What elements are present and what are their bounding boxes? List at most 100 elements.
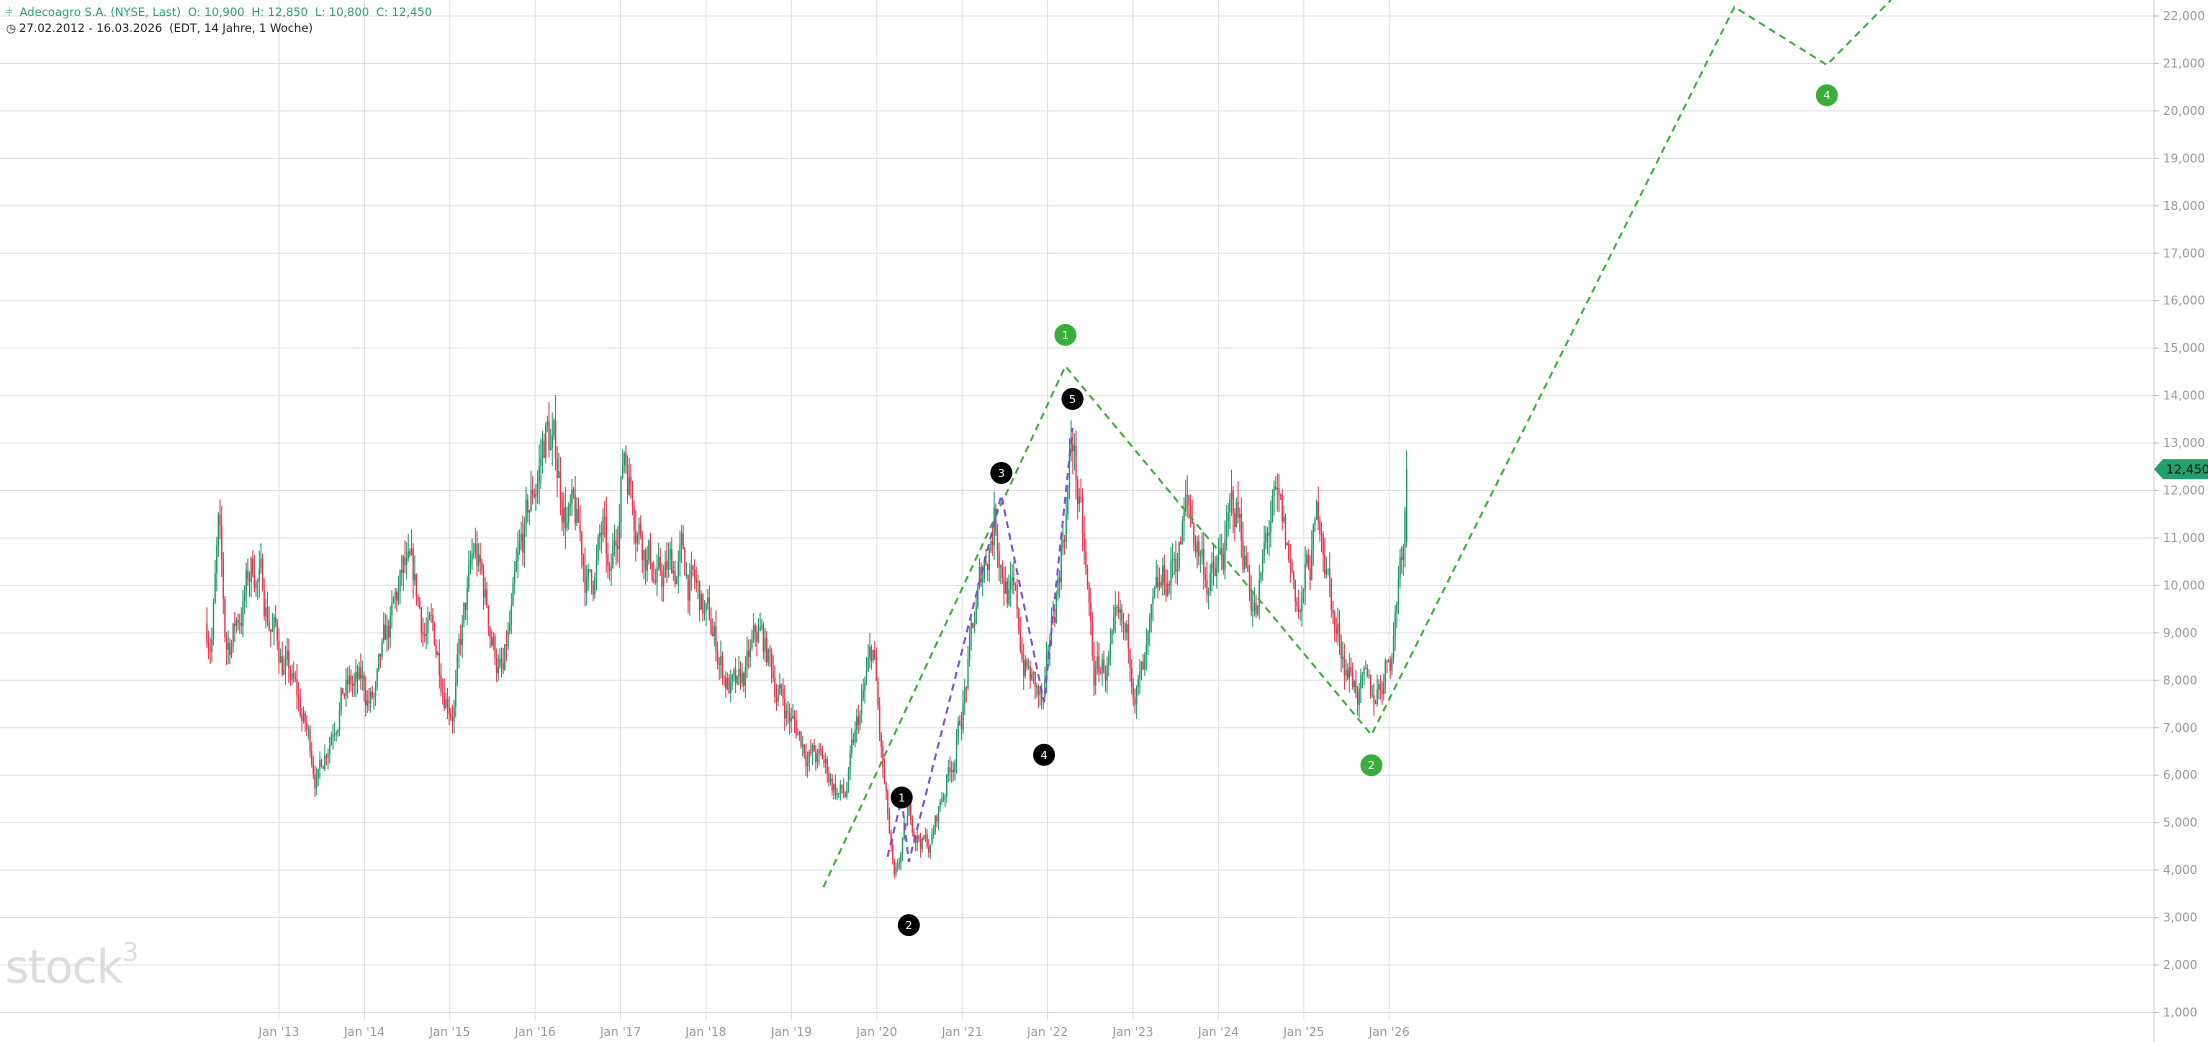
candle-body <box>1054 617 1056 623</box>
candle-body <box>1338 623 1341 642</box>
candle-body <box>618 522 621 550</box>
candle-body <box>1085 551 1087 568</box>
candle-body <box>1147 632 1149 645</box>
candle-body <box>715 625 717 652</box>
candle-body <box>836 793 838 796</box>
candle-body <box>492 636 495 646</box>
candle-body <box>720 655 722 665</box>
candle-body <box>806 762 809 767</box>
candle-body <box>883 767 886 783</box>
candle-body <box>692 565 694 570</box>
candle-body <box>1389 660 1391 671</box>
candle-body <box>626 464 629 495</box>
candle-body <box>1361 674 1364 676</box>
candle-body <box>1322 534 1324 555</box>
candle-body <box>842 788 845 794</box>
x-tick-label: Jan '13 <box>258 1025 300 1039</box>
candle-body <box>1260 572 1262 580</box>
candle-body <box>260 558 262 569</box>
candle-body <box>1140 661 1143 671</box>
candle-body <box>297 694 300 699</box>
candle-body <box>1252 610 1254 612</box>
candle-body <box>448 708 450 714</box>
candle-body <box>1315 501 1318 520</box>
candle-body <box>1301 592 1303 611</box>
candle-body <box>1327 568 1329 570</box>
candle-body <box>1271 495 1274 521</box>
wave-annotations[interactable]: 1 2 4 1 2 3 4 5 <box>822 0 1892 937</box>
candle-body <box>782 688 784 699</box>
candlestick-icon[interactable]: ⫩ <box>6 5 13 19</box>
candle-body <box>985 562 987 565</box>
candle-body <box>680 533 683 545</box>
candle-body <box>1405 469 1408 543</box>
y-tick-label: 15,000 <box>2163 341 2205 355</box>
candle-body <box>1116 606 1118 608</box>
candle-body <box>761 625 763 627</box>
candle-body <box>589 569 591 571</box>
candle-body <box>531 489 534 495</box>
candle-body <box>787 710 789 713</box>
candle-body <box>1037 686 1040 696</box>
candle-body <box>829 778 832 782</box>
candle-body <box>932 831 935 835</box>
candle-body <box>1332 610 1334 614</box>
y-tick-label: 14,000 <box>2163 389 2205 403</box>
candle-body <box>538 465 540 483</box>
candle-body <box>446 698 449 709</box>
candle-body <box>649 540 652 563</box>
candle-body <box>1320 534 1323 536</box>
candle-body <box>469 559 472 567</box>
candle-body <box>1234 513 1236 528</box>
candle-body <box>1034 671 1036 688</box>
candle-body <box>942 796 945 801</box>
candle-body <box>468 566 470 589</box>
candle-body <box>258 568 261 581</box>
candle-body <box>582 555 585 566</box>
time-axis[interactable]: Jan '13 Jan '14 Jan '15 Jan '16 Jan '17 Jan '… <box>258 1025 1410 1039</box>
candle-body <box>1360 675 1362 689</box>
candle-body <box>1248 571 1251 592</box>
candle-body <box>986 564 989 571</box>
y-tick-label: 3,000 <box>2163 911 2197 925</box>
last-price-tag-bg <box>2154 459 2208 480</box>
candle-body <box>623 452 625 467</box>
symbol-name[interactable]: Adecoagro S.A. (NYSE, Last) <box>19 5 181 19</box>
candle-body <box>1032 671 1035 675</box>
candle-body <box>271 628 274 632</box>
candle-body <box>1263 542 1265 556</box>
candle-body <box>495 658 498 674</box>
x-tick-label: Jan '26 <box>1368 1025 1410 1039</box>
candle-body <box>1029 666 1031 681</box>
candle-body <box>1296 601 1298 607</box>
candle-body <box>450 713 452 717</box>
date-range[interactable]: 27.02.2012 - 16.03.2026 <box>19 21 163 35</box>
candle-body <box>1006 581 1008 604</box>
candle-body <box>491 637 493 646</box>
candle-body <box>1101 659 1103 673</box>
candle-body <box>571 489 573 504</box>
candle-body <box>872 649 874 661</box>
candle-body <box>679 544 681 562</box>
candle-body <box>1129 649 1131 669</box>
candle-body <box>939 801 941 807</box>
candle-body <box>800 731 802 747</box>
candle-body <box>378 653 380 670</box>
candle-body <box>381 640 383 657</box>
candle-body <box>563 507 565 523</box>
clock-icon[interactable]: ◷ <box>6 21 17 35</box>
candle-body <box>946 775 948 797</box>
candle-body <box>1119 609 1121 613</box>
candle-body <box>266 607 269 623</box>
candle-body <box>950 769 953 773</box>
candle-body <box>455 682 457 707</box>
y-tick-label: 5,000 <box>2163 816 2197 830</box>
candle-body <box>292 672 295 678</box>
candle-body <box>903 824 905 839</box>
price-axis[interactable]: 1,000 2,000 3,000 4,000 5,000 6,000 7,000 8,000… <box>2154 9 2205 1019</box>
candle-body <box>934 816 936 832</box>
candle-body <box>664 561 666 578</box>
candle-body <box>970 622 972 634</box>
candle-body <box>914 837 917 843</box>
